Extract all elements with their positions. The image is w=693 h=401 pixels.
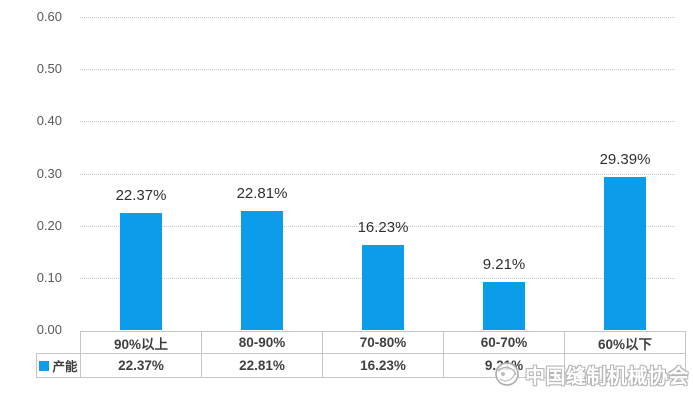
legend-marker: [39, 360, 50, 371]
bar: [604, 177, 646, 330]
gridline: [80, 173, 675, 175]
y-tick-label: 0.60: [36, 9, 62, 24]
value-cell: 16.23%: [323, 354, 444, 377]
y-tick-label: 0.20: [36, 217, 62, 233]
value-cell: 22.37%: [81, 354, 202, 377]
value-cell: 22.81%: [202, 354, 323, 377]
table-category-row: 90%以上 80-90% 70-80% 60-70% 60%以下: [80, 331, 686, 353]
category-cell: 60%以下: [565, 332, 686, 353]
bar: [120, 213, 162, 330]
y-tick-label: 0.40: [36, 113, 62, 129]
bar-value-label: 16.23%: [357, 219, 409, 236]
bar-value-label: 29.39%: [599, 151, 651, 168]
gridline: [80, 225, 675, 227]
legend-cell: 产能: [37, 354, 81, 377]
value-cell: 9.21%: [444, 354, 565, 377]
gridline: [80, 69, 675, 71]
y-tick-label: 0.10: [36, 269, 62, 285]
y-tick-label: 0.50: [36, 61, 62, 77]
legend-label: 产能: [52, 360, 78, 374]
bar-value-label: 22.37%: [115, 187, 167, 204]
bar: [241, 211, 283, 330]
y-tick-label: 0.00: [36, 322, 62, 337]
gridline: [80, 121, 675, 123]
bar: [362, 245, 404, 330]
value-cell: [565, 354, 686, 377]
category-cell: 90%以上: [81, 332, 202, 353]
y-tick-label: 0.30: [36, 165, 62, 181]
gridline: [80, 17, 675, 18]
bar: [483, 282, 525, 330]
bar-value-label: 22.81%: [236, 185, 288, 202]
bar-value-label: 9.21%: [482, 256, 526, 273]
category-cell: 60-70%: [444, 332, 565, 353]
table-value-row: 产能 22.37% 22.81% 16.23% 9.21%: [36, 353, 686, 378]
category-cell: 70-80%: [323, 332, 444, 353]
category-cell: 80-90%: [202, 332, 323, 353]
